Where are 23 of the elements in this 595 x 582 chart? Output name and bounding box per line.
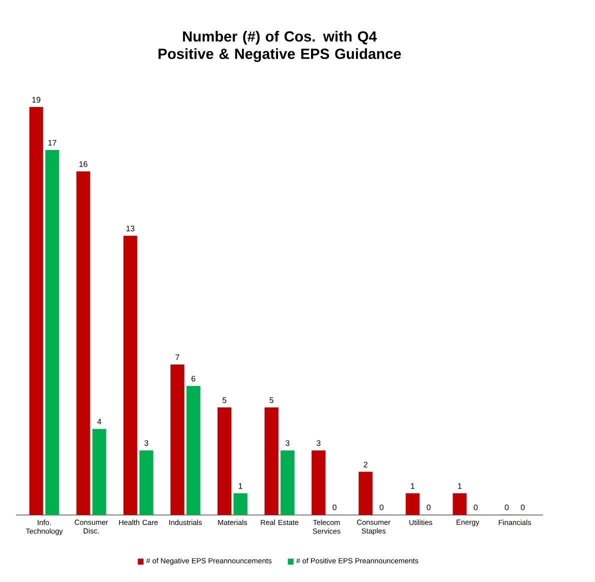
chart-title: Number (#) of Cos. with Q4 Positive & Negative EPS Guidance	[158, 31, 401, 62]
data-label: 1	[411, 483, 414, 489]
data-label: 16	[79, 161, 88, 168]
data-label: 3	[144, 440, 148, 446]
data-label: 0	[332, 504, 336, 510]
data-label: 5	[222, 398, 226, 404]
data-label: 3	[316, 440, 320, 446]
data-label: 3	[286, 440, 290, 446]
data-label: 1	[458, 483, 462, 489]
data-label: 5	[270, 398, 274, 404]
data-label: 0	[520, 504, 525, 510]
data-label: 1	[238, 483, 242, 489]
data-label: 6	[192, 376, 196, 382]
data-label: 0	[380, 504, 384, 510]
data-label: 0	[504, 504, 509, 510]
data-label: 2	[364, 462, 368, 468]
data-label: 13	[126, 226, 134, 232]
data-label: 0	[474, 504, 478, 510]
data-label: 19	[32, 97, 40, 103]
data-label: 17	[48, 140, 56, 146]
data-label: 7	[176, 354, 180, 360]
data-label: 0	[426, 504, 431, 510]
data-label: 4	[97, 419, 102, 425]
